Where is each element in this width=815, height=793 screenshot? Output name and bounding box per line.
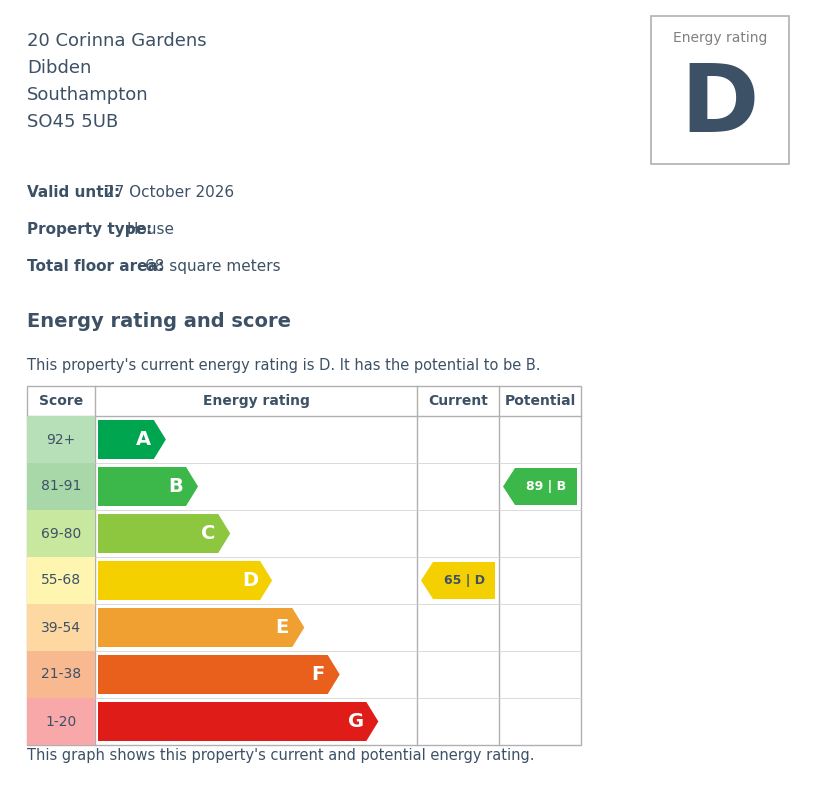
Text: Property type:: Property type: xyxy=(27,222,152,237)
Text: 39-54: 39-54 xyxy=(41,620,81,634)
Text: This property's current energy rating is D. It has the potential to be B.: This property's current energy rating is… xyxy=(27,358,540,373)
Text: G: G xyxy=(348,712,364,731)
Polygon shape xyxy=(98,420,165,459)
Text: 65 | D: 65 | D xyxy=(443,574,484,587)
Polygon shape xyxy=(98,514,231,553)
Text: Energy rating and score: Energy rating and score xyxy=(27,312,291,331)
Text: F: F xyxy=(311,665,324,684)
Text: Current: Current xyxy=(428,394,488,408)
Bar xyxy=(651,16,789,164)
Text: 21-38: 21-38 xyxy=(41,668,81,681)
Text: This graph shows this property's current and potential energy rating.: This graph shows this property's current… xyxy=(27,748,535,763)
Text: D: D xyxy=(242,571,258,590)
Polygon shape xyxy=(98,561,272,600)
Text: D: D xyxy=(681,60,760,152)
Bar xyxy=(27,698,95,745)
Text: 55-68: 55-68 xyxy=(41,573,81,588)
Bar xyxy=(27,510,95,557)
Text: Potential: Potential xyxy=(504,394,575,408)
Text: 20 Corinna Gardens: 20 Corinna Gardens xyxy=(27,32,207,50)
Text: Total floor area:: Total floor area: xyxy=(27,259,164,274)
Text: B: B xyxy=(169,477,183,496)
Bar xyxy=(27,557,95,604)
Polygon shape xyxy=(98,702,378,741)
Text: Dibden: Dibden xyxy=(27,59,91,77)
Text: 92+: 92+ xyxy=(46,432,76,446)
Text: 69-80: 69-80 xyxy=(41,527,82,541)
Text: 81-91: 81-91 xyxy=(41,480,82,493)
Text: Valid until:: Valid until: xyxy=(27,185,120,200)
Text: Southampton: Southampton xyxy=(27,86,148,104)
Polygon shape xyxy=(98,467,198,506)
Text: SO45 5UB: SO45 5UB xyxy=(27,113,118,131)
Text: E: E xyxy=(275,618,289,637)
Polygon shape xyxy=(421,562,495,599)
Text: C: C xyxy=(201,524,215,543)
Text: Energy rating: Energy rating xyxy=(203,394,310,408)
Text: 68 square meters: 68 square meters xyxy=(145,259,280,274)
Polygon shape xyxy=(98,608,304,647)
Text: 1-20: 1-20 xyxy=(46,714,77,729)
Polygon shape xyxy=(98,655,340,694)
Bar xyxy=(27,651,95,698)
Bar xyxy=(27,386,581,745)
Text: A: A xyxy=(136,430,152,449)
Text: Energy rating: Energy rating xyxy=(673,31,767,45)
Text: Score: Score xyxy=(39,394,83,408)
Bar xyxy=(27,463,95,510)
Text: House: House xyxy=(127,222,175,237)
Text: 27 October 2026: 27 October 2026 xyxy=(105,185,234,200)
Bar xyxy=(27,604,95,651)
Bar xyxy=(27,416,95,463)
Text: 89 | B: 89 | B xyxy=(526,480,566,493)
Polygon shape xyxy=(503,468,577,505)
